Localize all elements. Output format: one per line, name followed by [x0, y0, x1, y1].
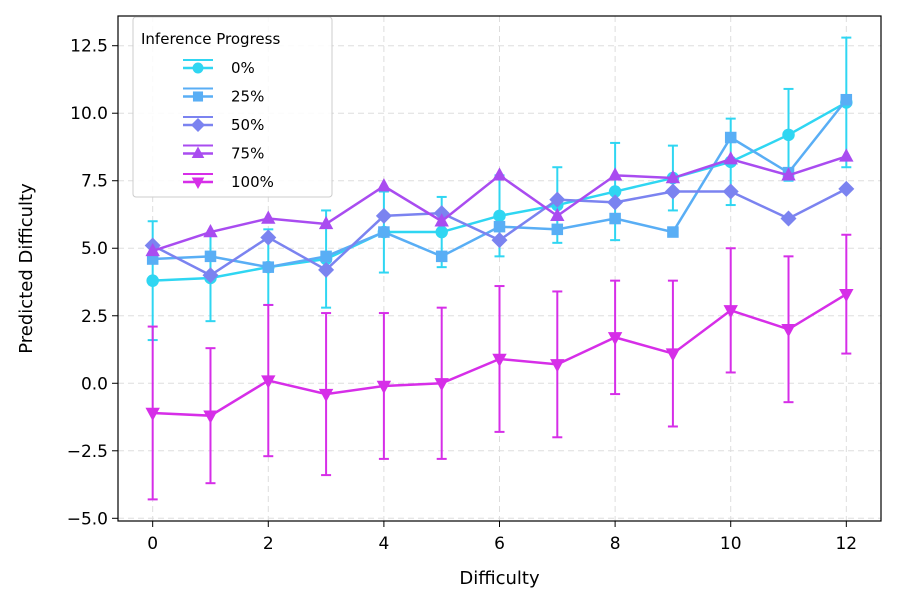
legend-label: 75% — [231, 145, 264, 163]
y-tick-label: 2.5 — [81, 307, 108, 327]
x-tick-label: 8 — [610, 534, 621, 554]
data-point — [261, 210, 276, 224]
data-point — [665, 170, 681, 184]
x-tick-label: 0 — [147, 534, 158, 554]
data-point — [435, 250, 448, 263]
data-point — [376, 380, 392, 394]
legend-marker-icon — [191, 177, 205, 189]
data-point — [262, 261, 275, 273]
data-point — [203, 410, 218, 424]
data-point — [146, 253, 159, 265]
data-point — [320, 250, 332, 263]
data-point — [664, 183, 681, 200]
legend-title: Inference Progress — [141, 30, 280, 48]
y-tick-label: 0.0 — [81, 374, 108, 394]
data-point — [203, 224, 218, 238]
legend-label: 100% — [231, 173, 274, 191]
data-point — [781, 167, 796, 181]
data-point — [667, 226, 679, 238]
series-25-pct — [146, 93, 853, 273]
data-point — [609, 212, 621, 225]
legend-item: 50% — [183, 116, 264, 134]
plot-series — [144, 36, 855, 501]
legend-item: 75% — [183, 144, 264, 163]
data-point — [782, 128, 795, 142]
data-point — [146, 274, 159, 287]
legend-label: 0% — [231, 59, 255, 77]
data-point — [434, 378, 449, 392]
data-point — [375, 207, 392, 224]
y-tick-label: 12.5 — [70, 37, 108, 57]
axis-ticks: 0 2 4 6 8 10 12 −5.0 −2.5 0.0 2.5 5.0 7.5 10.0 12.5 — [67, 37, 857, 554]
data-point — [492, 353, 507, 367]
data-point — [722, 183, 739, 200]
x-tick-label: 6 — [494, 534, 505, 554]
data-point — [491, 232, 508, 249]
x-tick-label: 2 — [263, 534, 274, 554]
data-point — [607, 194, 624, 211]
data-point — [840, 93, 853, 106]
data-point — [260, 229, 277, 246]
data-point — [723, 151, 738, 165]
series-100-pct — [145, 233, 854, 501]
data-point — [435, 225, 448, 239]
data-point — [318, 215, 334, 230]
data-point — [261, 375, 276, 389]
data-point — [839, 148, 854, 162]
legend-marker-icon — [191, 118, 205, 132]
data-point — [145, 407, 160, 421]
data-point — [549, 191, 566, 208]
data-point — [838, 180, 855, 197]
data-point — [550, 359, 565, 373]
data-point — [781, 324, 796, 338]
data-point — [551, 223, 564, 236]
x-tick-label: 4 — [378, 534, 389, 554]
series-50-pct — [144, 180, 855, 284]
legend-item: 100% — [183, 173, 274, 191]
data-point — [204, 250, 217, 263]
data-point — [607, 167, 623, 181]
legend-marker-icon — [192, 62, 204, 74]
y-tick-label: 5.0 — [81, 239, 108, 259]
legend-item: 25% — [183, 87, 264, 106]
legend-label: 50% — [231, 116, 264, 134]
y-tick-label: −2.5 — [67, 442, 108, 462]
y-tick-label: 7.5 — [81, 172, 108, 192]
data-point — [493, 209, 506, 223]
data-point — [780, 210, 797, 227]
y-tick-label: −5.0 — [67, 509, 108, 529]
legend-box — [132, 16, 333, 198]
data-point — [376, 178, 392, 192]
legend-label: 25% — [231, 88, 264, 106]
data-point — [318, 388, 334, 403]
data-point — [434, 213, 449, 227]
data-point — [492, 167, 507, 181]
legend-marker-icon — [192, 91, 204, 102]
data-point — [608, 185, 622, 198]
legend-items: 0% 25% 50% 75% 100% — [183, 59, 274, 191]
data-point — [550, 207, 565, 222]
data-point — [839, 288, 854, 303]
data-point — [145, 242, 160, 257]
x-tick-label: 10 — [720, 534, 742, 554]
data-point — [724, 131, 737, 144]
legend-marker-icon — [191, 146, 205, 159]
legend: Inference Progress 0% 25% 50% 75% 100% — [132, 16, 333, 198]
x-axis-label: Difficulty — [459, 568, 540, 589]
data-point — [318, 261, 335, 278]
data-point — [723, 305, 738, 319]
y-tick-label: 10.0 — [70, 104, 108, 124]
data-point — [607, 332, 623, 346]
data-point — [665, 348, 681, 362]
legend-item: 0% — [183, 59, 255, 77]
x-tick-label: 12 — [835, 534, 857, 554]
series-75-pct — [145, 148, 854, 257]
data-point — [493, 220, 506, 233]
data-point — [202, 267, 219, 284]
y-axis-label: Predicted Difficulty — [16, 183, 37, 354]
data-point — [378, 226, 390, 238]
